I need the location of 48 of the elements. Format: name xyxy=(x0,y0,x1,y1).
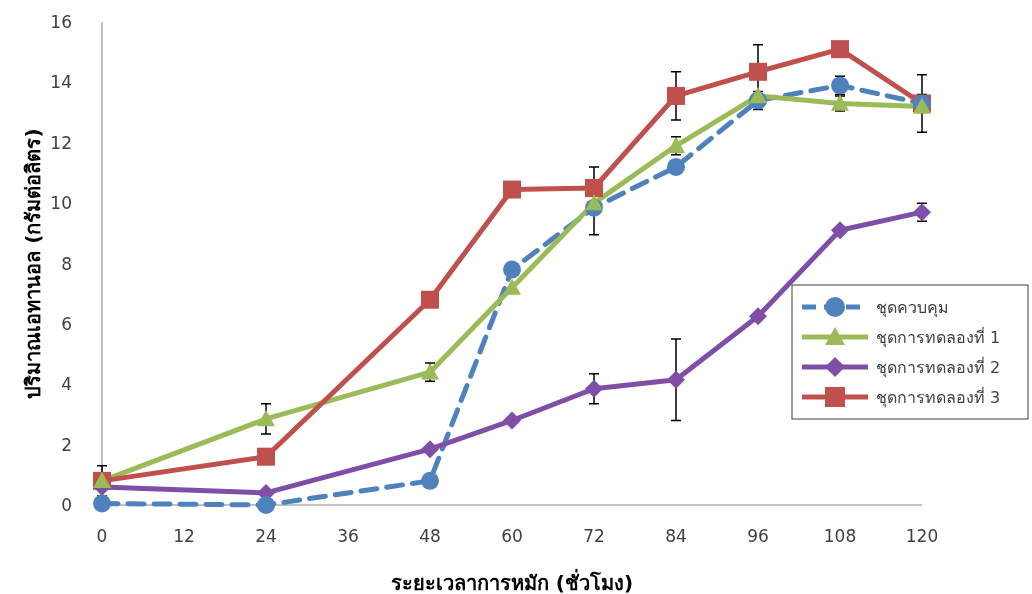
point xyxy=(667,157,685,176)
point xyxy=(421,471,439,490)
x-tick-label: 48 xyxy=(419,526,441,546)
x-tick-label: 120 xyxy=(905,526,939,546)
x-tick-label: 0 xyxy=(96,526,108,546)
point xyxy=(257,447,275,466)
legend-label: ชุดการทดลองที่ 3 xyxy=(876,386,1001,408)
y-tick-label: 14 xyxy=(50,72,72,93)
point xyxy=(831,221,849,240)
y-tick-label: 16 xyxy=(50,12,72,32)
point xyxy=(831,40,849,59)
y-tick-label: 12 xyxy=(50,132,72,153)
point xyxy=(257,409,275,427)
point xyxy=(585,379,603,398)
point xyxy=(503,278,521,295)
y-tick-label: 6 xyxy=(61,313,72,334)
x-tick-label: 72 xyxy=(583,526,605,546)
point xyxy=(749,307,767,326)
point xyxy=(503,180,521,199)
x-tick-label: 60 xyxy=(501,526,523,546)
point xyxy=(257,496,275,514)
legend-label: ชุดการทดลองที่ 2 xyxy=(876,356,1001,378)
legend-label: ชุดควบคุม xyxy=(876,298,949,318)
point xyxy=(503,260,521,279)
point xyxy=(421,290,439,309)
y-tick-label: 2 xyxy=(61,434,72,455)
legend-label: ชุดการทดลองที่ 1 xyxy=(876,326,1001,348)
y-tick-label: 8 xyxy=(61,253,72,274)
point xyxy=(93,494,111,513)
y-tick-label: 0 xyxy=(61,495,72,515)
x-tick-label: 12 xyxy=(173,526,195,546)
point xyxy=(585,194,603,211)
x-axis-title: ระยะเวลาการหมัก (ชั่วโมง) xyxy=(390,568,634,594)
x-tick-label: 84 xyxy=(665,526,687,546)
x-tick-label: 96 xyxy=(747,526,769,546)
x-tick-label: 36 xyxy=(337,526,359,546)
point xyxy=(421,440,439,459)
y-tick-label: 4 xyxy=(61,374,72,395)
point xyxy=(503,411,521,430)
point xyxy=(749,62,767,81)
point xyxy=(667,86,685,105)
point xyxy=(749,86,767,104)
x-tick-label: 108 xyxy=(823,526,857,546)
y-axis-title: ปริมาณเอทานอล (กรัมต่อลิตร) xyxy=(21,128,45,399)
y-tick-label: 10 xyxy=(50,193,72,214)
x-tick-label: 24 xyxy=(255,526,277,546)
point xyxy=(667,370,685,389)
point xyxy=(585,179,603,198)
